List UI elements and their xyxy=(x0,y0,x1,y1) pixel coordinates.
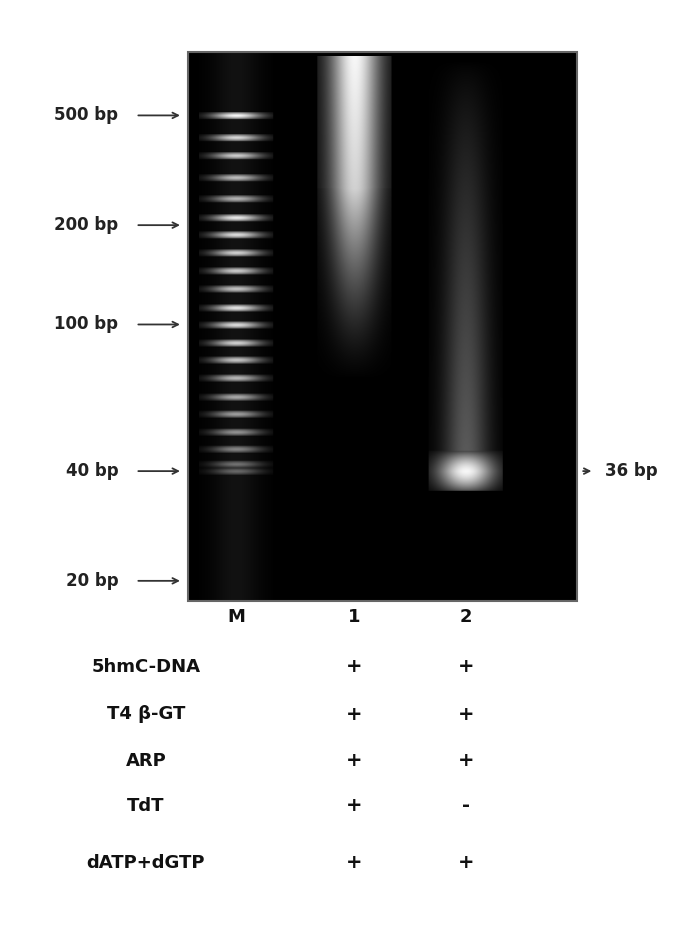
Text: -: - xyxy=(461,797,470,815)
Text: 36 bp: 36 bp xyxy=(605,462,657,481)
Text: dATP+dGTP: dATP+dGTP xyxy=(87,853,205,872)
Text: 1: 1 xyxy=(348,607,361,626)
Text: +: + xyxy=(457,657,474,676)
Text: +: + xyxy=(457,705,474,724)
Text: +: + xyxy=(346,657,363,676)
Text: 5hmC-DNA: 5hmC-DNA xyxy=(92,657,200,676)
Text: 200 bp: 200 bp xyxy=(54,216,118,235)
Text: 20 bp: 20 bp xyxy=(65,571,118,590)
Text: ARP: ARP xyxy=(126,751,166,770)
Text: +: + xyxy=(457,853,474,872)
Text: +: + xyxy=(346,705,363,724)
Text: +: + xyxy=(457,751,474,770)
Text: M: M xyxy=(227,607,245,626)
Text: T4 β-GT: T4 β-GT xyxy=(107,705,185,724)
Text: 40 bp: 40 bp xyxy=(65,462,118,481)
Text: 500 bp: 500 bp xyxy=(54,106,118,125)
Text: 100 bp: 100 bp xyxy=(54,315,118,334)
Text: 2: 2 xyxy=(459,607,472,626)
Text: +: + xyxy=(346,853,363,872)
Text: +: + xyxy=(346,751,363,770)
Text: +: + xyxy=(346,797,363,815)
Text: TdT: TdT xyxy=(127,797,165,815)
